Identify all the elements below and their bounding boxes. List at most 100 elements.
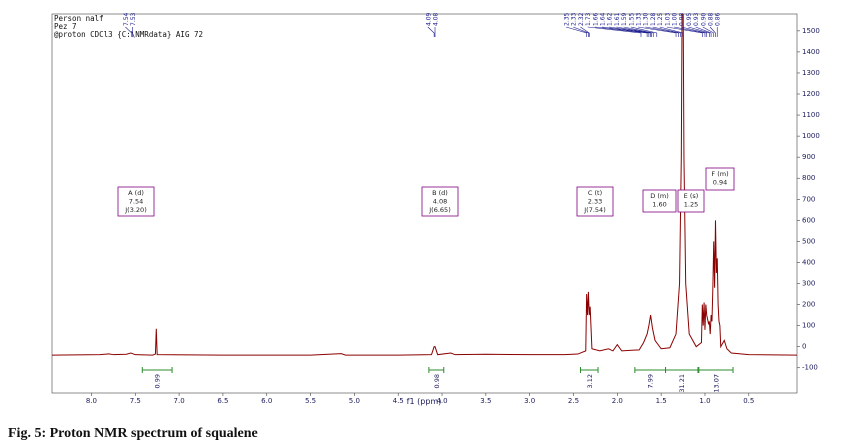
peak-leader <box>702 26 715 37</box>
x-tick-label: 6.0 <box>261 397 272 405</box>
x-tick-label: 1.5 <box>656 397 667 405</box>
y-tick-label: 900 <box>802 153 815 161</box>
multiplet-text: J(3.20) <box>124 206 146 214</box>
peak-leader <box>623 26 654 37</box>
x-tick-label: 6.5 <box>217 397 228 405</box>
peak-leader <box>637 26 677 37</box>
y-tick-label: 600 <box>802 216 815 224</box>
peak-label: 2.32 <box>578 12 585 26</box>
peak-label: 0.93 <box>693 12 700 26</box>
peak-leader <box>659 26 684 37</box>
peak-label: 1.28 <box>650 12 657 26</box>
y-tick-label: 500 <box>802 237 815 245</box>
multiplet-text: 4.08 <box>433 198 447 206</box>
peak-label: 2.35 <box>564 12 571 26</box>
peak-leader <box>645 26 679 37</box>
multiplet-box <box>677 189 705 213</box>
integral-label: 13.07 <box>712 374 720 393</box>
peak-leader <box>709 26 716 37</box>
y-tick-label: -100 <box>802 364 818 372</box>
y-tick-label: 100 <box>802 322 815 330</box>
multiplet-text: F (m) <box>711 170 728 178</box>
y-tick-label: 700 <box>802 195 815 203</box>
peak-leader <box>666 26 703 37</box>
multiplet-text: 7.54 <box>129 198 143 206</box>
multiplet-text: 2.33 <box>588 198 602 206</box>
y-tick-label: 800 <box>802 174 815 182</box>
caption: Fig. 5: Proton NMR spectrum of squalene <box>8 426 258 441</box>
series <box>52 14 797 356</box>
x-tick-label: 3.0 <box>524 397 535 405</box>
multiplet-box <box>642 189 677 213</box>
header-line: @proton CDCl3 {C:\NMRdata} AIG 72 <box>54 30 203 39</box>
x-tick-label: 0.5 <box>743 397 754 405</box>
peak-label: 4.08 <box>433 12 440 26</box>
y-tick-label: 300 <box>802 280 815 288</box>
x-tick-label: 7.0 <box>174 397 185 405</box>
peak-label: 1.30 <box>643 12 650 26</box>
y-tick-label: 1300 <box>802 69 820 77</box>
x-tick-label: 2.5 <box>568 397 579 405</box>
peak-label: 7.53 <box>130 12 137 26</box>
peak-label: 2.33 <box>571 12 578 26</box>
spectrum-line <box>52 14 797 356</box>
multiplet-text: J(7.54) <box>583 206 605 214</box>
peak-label: 1.64 <box>600 12 607 26</box>
multiplet-text: 1.25 <box>684 201 698 209</box>
x-tick-label: 1.0 <box>699 397 710 405</box>
x-tick-label: 5.5 <box>305 397 316 405</box>
peak-label: 1.03 <box>664 12 671 26</box>
peak-label: 1.55 <box>628 12 635 26</box>
peak-label: 1.59 <box>621 12 628 26</box>
multiplet-text: E (s) <box>684 192 699 200</box>
peak-leader <box>630 26 658 37</box>
multiplet-text: 0.94 <box>713 179 727 187</box>
peak-label: 1.25 <box>657 12 664 26</box>
peak-leader <box>587 26 642 37</box>
y-tick-label: 200 <box>802 301 815 309</box>
peak-label: 4.09 <box>425 12 432 26</box>
integral-label: 0.98 <box>433 374 441 388</box>
peak-leader <box>652 26 681 37</box>
multiplet-text: B (d) <box>432 189 448 197</box>
multiplet-text: C (t) <box>588 189 602 197</box>
peak-label: 0.95 <box>686 12 693 26</box>
y-tick-label: 1200 <box>802 90 820 98</box>
peak-label: 1.61 <box>614 12 621 26</box>
y-tick-label: 400 <box>802 258 815 266</box>
peak-label: 0.86 <box>715 12 722 26</box>
x-tick-label: 5.0 <box>349 397 360 405</box>
peak-label: 1.33 <box>636 12 643 26</box>
y-tick-label: 1400 <box>802 48 820 56</box>
x-tick-label: 2.0 <box>612 397 623 405</box>
integral-label: 7.99 <box>647 374 655 388</box>
peak-leader <box>673 26 706 37</box>
plot-frame <box>51 13 798 394</box>
peak-leader <box>616 26 652 37</box>
multiplet-box <box>421 186 459 217</box>
peak-leader <box>695 26 712 37</box>
integral-label: 3.12 <box>586 374 594 388</box>
multiplet-box <box>576 186 614 217</box>
x-tick-label: 8.0 <box>86 397 97 405</box>
peak-label: 1.62 <box>607 12 614 26</box>
peak-label: 1.73 <box>585 12 592 26</box>
x-axis-label: f1 (ppm) <box>407 397 442 406</box>
multiplet-text: J(6.65) <box>428 206 450 214</box>
x-tick-label: 4.0 <box>436 397 447 405</box>
header-line: Pez 7 <box>54 22 77 31</box>
peak-label: 7.54 <box>123 12 130 26</box>
x-tick-label: 7.5 <box>130 397 141 405</box>
peak-leader <box>688 26 710 37</box>
peak-label: 1.66 <box>592 12 599 26</box>
x-tick-label: 4.5 <box>393 397 404 405</box>
integral-label: 0.99 <box>154 374 162 388</box>
peak-leader <box>573 26 589 37</box>
multiplet-text: 1.60 <box>652 201 666 209</box>
peak-label: 0.90 <box>700 12 707 26</box>
peak-label: 0.88 <box>708 12 715 26</box>
peak-leader <box>681 26 708 37</box>
x-tick-label: 3.5 <box>480 397 491 405</box>
y-tick-label: 1500 <box>802 27 820 35</box>
